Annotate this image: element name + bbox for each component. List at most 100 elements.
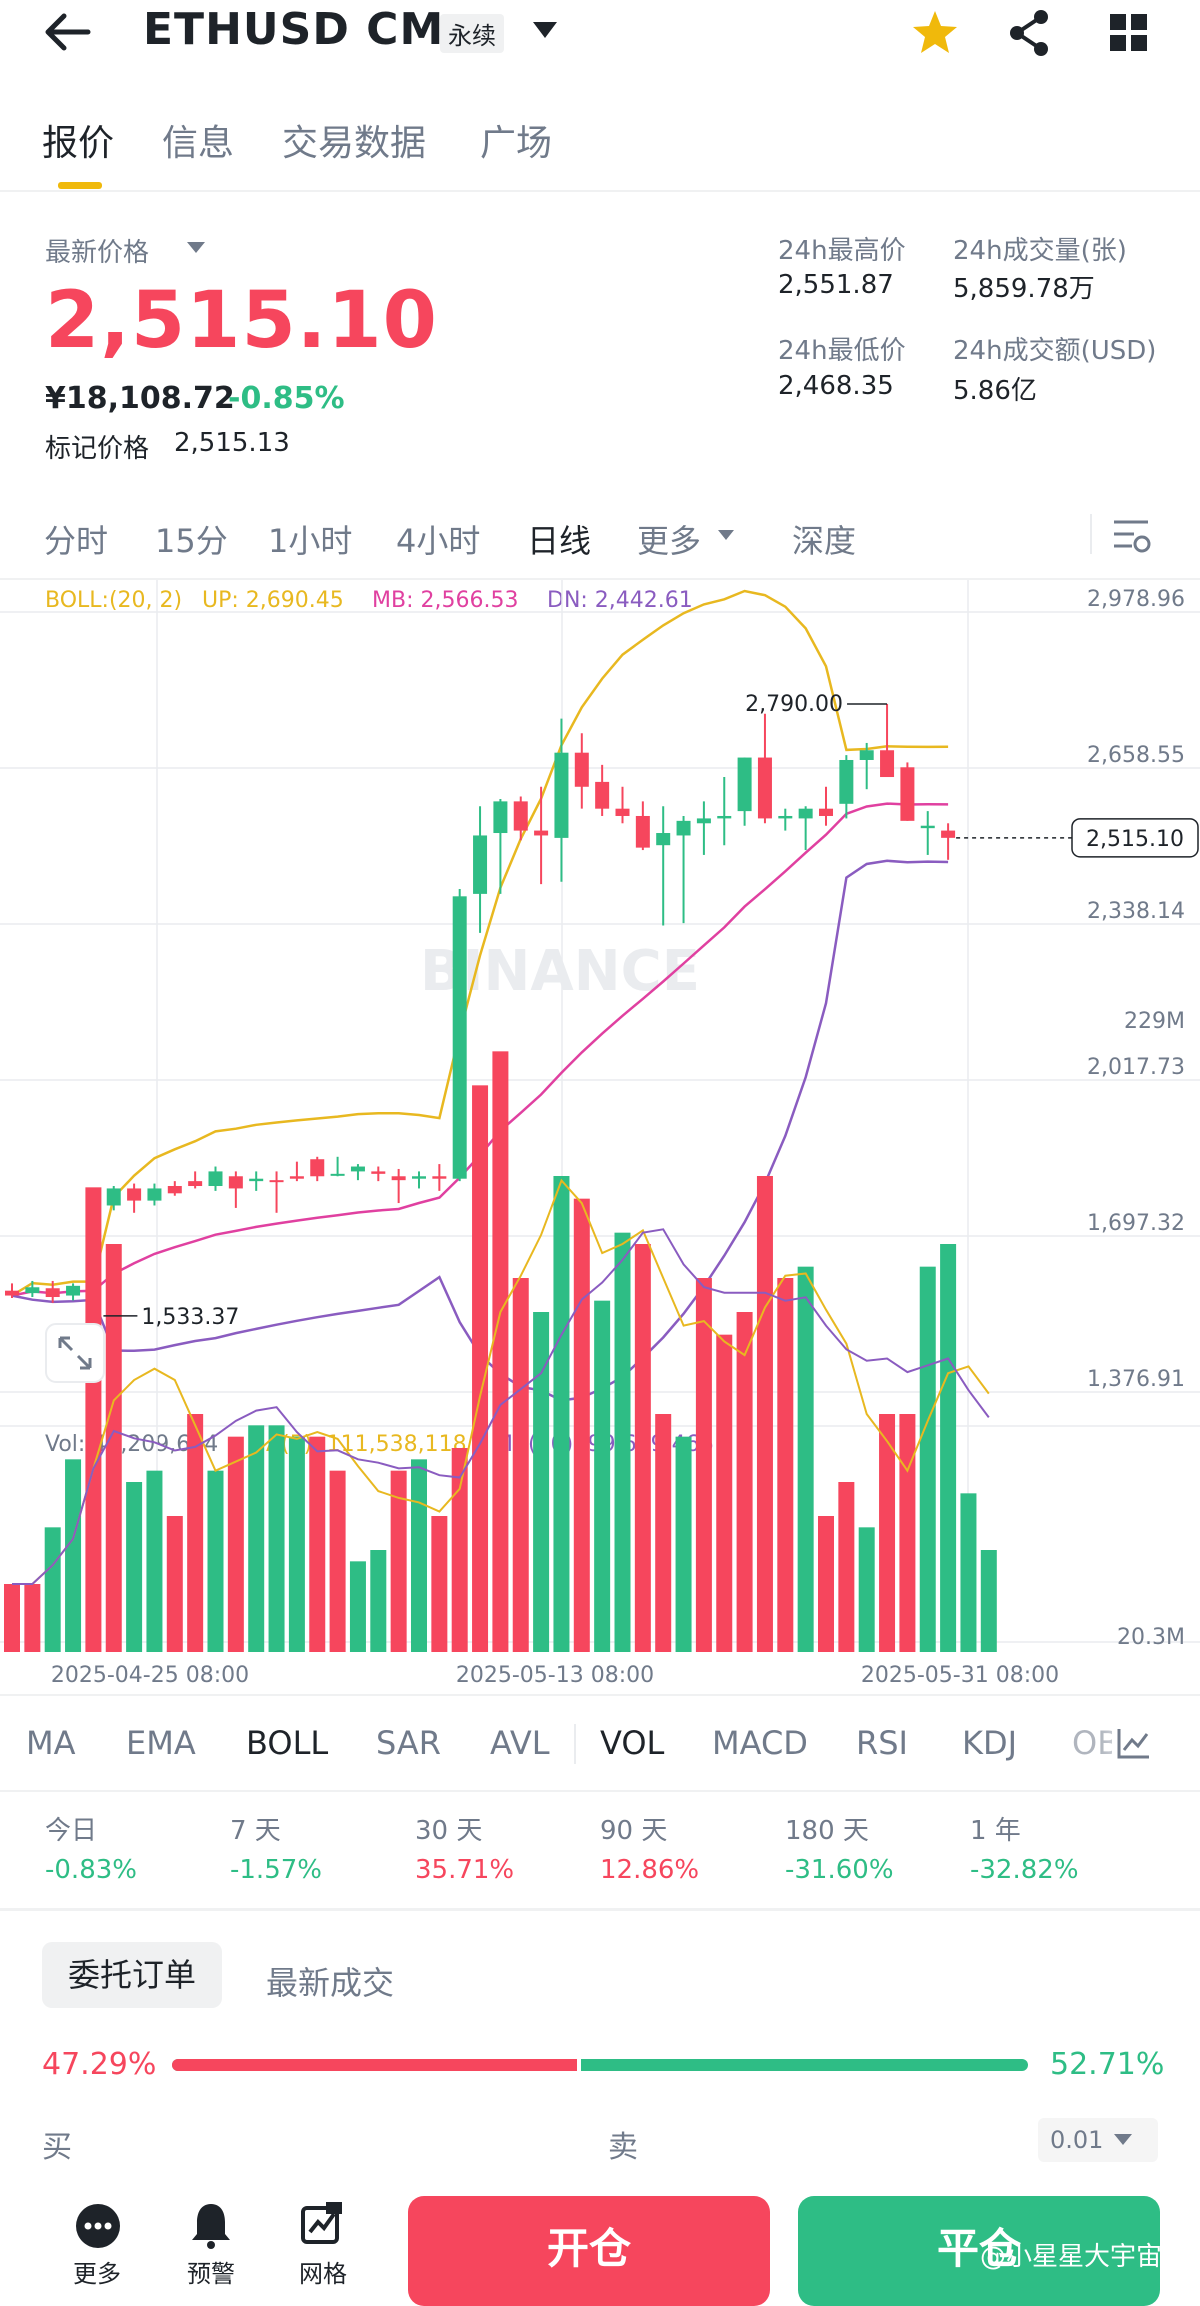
perf-value-1y: -32.82% xyxy=(970,1855,1079,1885)
grid-trading-icon[interactable] xyxy=(300,2200,346,2246)
tab-square[interactable]: 广场 xyxy=(480,123,553,164)
indicator-tab-vol[interactable]: VOL xyxy=(600,1724,665,1762)
open-position-button[interactable]: 开仓 xyxy=(408,2196,770,2306)
volume-bar xyxy=(512,1278,529,1652)
candle-body xyxy=(228,1176,243,1189)
price-axis-label: 2,978.96 xyxy=(1087,587,1185,612)
volume-bar xyxy=(349,1561,366,1652)
volume-bar xyxy=(329,1470,346,1652)
precision-value: 0.01 xyxy=(1050,2126,1104,2154)
indicator-tab-avl[interactable]: AVL xyxy=(490,1724,550,1762)
chevron-down-icon[interactable] xyxy=(530,18,560,42)
buy-sell-ratio-bar xyxy=(172,2059,1028,2071)
price-axis-label: 1,697.32 xyxy=(1087,1211,1185,1236)
grid-label[interactable]: 网格 xyxy=(299,2260,347,2288)
precision-select[interactable]: 0.01 xyxy=(1038,2118,1158,2162)
indicator-tab-ema[interactable]: EMA xyxy=(126,1724,196,1762)
candle-body xyxy=(330,1173,345,1176)
volume-bar xyxy=(756,1176,773,1652)
active-tab-indicator xyxy=(58,182,102,189)
perf-value-7d: -1.57% xyxy=(230,1855,322,1885)
interval-1h[interactable]: 1小时 xyxy=(268,522,353,560)
interval-1d[interactable]: 日线 xyxy=(527,522,592,560)
tab-info[interactable]: 信息 xyxy=(162,123,235,164)
alert-label[interactable]: 预警 xyxy=(187,2260,235,2288)
latest-price-label[interactable]: 最新价格 xyxy=(45,238,150,268)
perf-label-7d: 7 天 xyxy=(230,1816,281,1846)
indicator-tab-ma[interactable]: MA xyxy=(26,1724,76,1762)
candle-body xyxy=(147,1188,162,1201)
divider xyxy=(0,1790,1200,1792)
sell-ratio: 52.71% xyxy=(1050,2047,1165,2082)
candle-body xyxy=(595,781,610,809)
volume-bar xyxy=(533,1312,550,1652)
fullscreen-icon[interactable] xyxy=(45,1323,105,1383)
symbol-title[interactable]: ETHUSD CM xyxy=(143,4,445,55)
volume-bar xyxy=(207,1470,224,1652)
turnover-label: 24h成交额(USD) xyxy=(953,336,1157,366)
time-axis-label: 2025-05-13 08:00 xyxy=(456,1663,654,1688)
interval-15m[interactable]: 15分 xyxy=(155,522,228,560)
indicator-tab-macd[interactable]: MACD xyxy=(712,1724,808,1762)
bell-icon[interactable] xyxy=(188,2200,234,2250)
vol-ma10-line xyxy=(12,1228,990,1585)
buy-column-label: 买 xyxy=(42,2130,72,2165)
tab-quote[interactable]: 报价 xyxy=(42,123,115,164)
indicator-tab-sar[interactable]: SAR xyxy=(376,1724,442,1762)
volume-axis-label: 229M xyxy=(1124,1009,1185,1034)
volume-bar xyxy=(634,1244,651,1652)
volume-bar xyxy=(472,1085,489,1652)
perf-label-today: 今日 xyxy=(45,1816,98,1846)
indicator-tab-rsi[interactable]: RSI xyxy=(856,1724,908,1762)
volume-label: 24h成交量(张) xyxy=(953,236,1127,266)
time-axis-label: 2025-05-31 08:00 xyxy=(861,1663,1059,1688)
caret-down-icon[interactable] xyxy=(185,240,207,256)
volume-bar xyxy=(797,1266,814,1652)
candle-body xyxy=(452,896,467,1179)
divider xyxy=(1090,514,1092,554)
more-icon[interactable] xyxy=(74,2202,122,2250)
volume-bar xyxy=(594,1300,611,1652)
indicator-settings-icon[interactable] xyxy=(1116,1726,1152,1760)
interval-time[interactable]: 分时 xyxy=(44,522,109,560)
volume-bar xyxy=(818,1516,834,1652)
chart-settings-icon[interactable] xyxy=(1112,516,1152,556)
caret-down-icon[interactable] xyxy=(716,528,736,542)
perf-label-90d: 90 天 xyxy=(600,1816,668,1846)
candle-body xyxy=(432,1176,447,1179)
more-label[interactable]: 更多 xyxy=(73,2260,121,2288)
tab-trading-data[interactable]: 交易数据 xyxy=(282,123,427,164)
grid-menu-icon[interactable] xyxy=(1108,12,1150,54)
share-icon[interactable] xyxy=(1005,8,1055,58)
indicator-tab-kdj[interactable]: KDJ xyxy=(962,1724,1018,1762)
back-arrow-icon[interactable] xyxy=(44,12,94,52)
interval-4h[interactable]: 4小时 xyxy=(396,522,481,560)
interval-more[interactable]: 更多 xyxy=(637,522,702,560)
price-change: -0.85% xyxy=(228,381,345,416)
candle-body xyxy=(757,757,772,819)
volume-bar xyxy=(675,1436,692,1652)
tab-order-book[interactable]: 委托订单 xyxy=(42,1942,222,2008)
volume-bar xyxy=(65,1459,82,1652)
indicator-tab-boll[interactable]: BOLL xyxy=(246,1724,329,1762)
perf-label-30d: 30 天 xyxy=(415,1816,483,1846)
volume-axis-label: 20.3M xyxy=(1117,1625,1185,1650)
low-label: 24h最低价 xyxy=(778,336,906,366)
boll-params: BOLL:(20, 2) xyxy=(45,588,183,613)
perf-value-180d: -31.60% xyxy=(785,1855,894,1885)
high-marker-label: 2,790.00 xyxy=(745,692,843,717)
volume-bar xyxy=(248,1425,265,1652)
interval-depth[interactable]: 深度 xyxy=(792,522,857,560)
candle-body xyxy=(269,1180,284,1183)
star-icon[interactable] xyxy=(910,8,960,58)
volume-bar xyxy=(614,1232,631,1652)
divider xyxy=(0,578,1200,580)
volume-bar xyxy=(573,1198,590,1652)
candlestick-chart[interactable]: BINANCE 2,978.962,658.552,338.142,017.73… xyxy=(0,580,1200,1690)
tab-recent-trades[interactable]: 最新成交 xyxy=(266,1964,395,2002)
perf-value-today: -0.83% xyxy=(45,1855,137,1885)
volume-bar xyxy=(105,1244,122,1652)
divider xyxy=(0,1694,1200,1696)
volume-bar xyxy=(85,1187,102,1652)
current-price-label: 2,515.10 xyxy=(1086,827,1184,852)
